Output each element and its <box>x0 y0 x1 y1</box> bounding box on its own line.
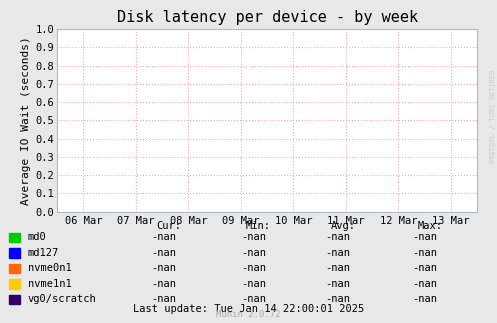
Title: Disk latency per device - by week: Disk latency per device - by week <box>117 10 417 25</box>
Text: -nan: -nan <box>413 295 437 304</box>
Text: Avg:: Avg: <box>331 221 355 231</box>
Text: -nan: -nan <box>152 233 176 242</box>
Text: Cur:: Cur: <box>157 221 181 231</box>
Text: nvme0n1: nvme0n1 <box>28 264 72 273</box>
Text: Last update: Tue Jan 14 22:00:01 2025: Last update: Tue Jan 14 22:00:01 2025 <box>133 304 364 314</box>
Text: Max:: Max: <box>417 221 442 231</box>
Text: -nan: -nan <box>152 295 176 304</box>
Text: -nan: -nan <box>413 264 437 273</box>
Text: -nan: -nan <box>241 295 266 304</box>
Text: -nan: -nan <box>152 248 176 258</box>
Text: vg0/scratch: vg0/scratch <box>28 295 96 304</box>
Text: RRDTOOL / TOBI OETIKER: RRDTOOL / TOBI OETIKER <box>490 69 496 163</box>
Text: -nan: -nan <box>413 279 437 289</box>
Text: -nan: -nan <box>152 264 176 273</box>
Text: -nan: -nan <box>241 248 266 258</box>
Text: md0: md0 <box>28 233 47 242</box>
Text: -nan: -nan <box>152 279 176 289</box>
Text: -nan: -nan <box>241 264 266 273</box>
Y-axis label: Average IO Wait (seconds): Average IO Wait (seconds) <box>21 36 31 205</box>
Text: md127: md127 <box>28 248 59 258</box>
Text: -nan: -nan <box>241 233 266 242</box>
Text: -nan: -nan <box>413 248 437 258</box>
Text: -nan: -nan <box>413 233 437 242</box>
Text: -nan: -nan <box>326 233 350 242</box>
Text: Min:: Min: <box>246 221 271 231</box>
Text: Munin 2.0.72: Munin 2.0.72 <box>216 310 281 319</box>
Text: nvme1n1: nvme1n1 <box>28 279 72 289</box>
Text: -nan: -nan <box>326 248 350 258</box>
Text: -nan: -nan <box>241 279 266 289</box>
Text: -nan: -nan <box>326 295 350 304</box>
Text: -nan: -nan <box>326 264 350 273</box>
Text: -nan: -nan <box>326 279 350 289</box>
